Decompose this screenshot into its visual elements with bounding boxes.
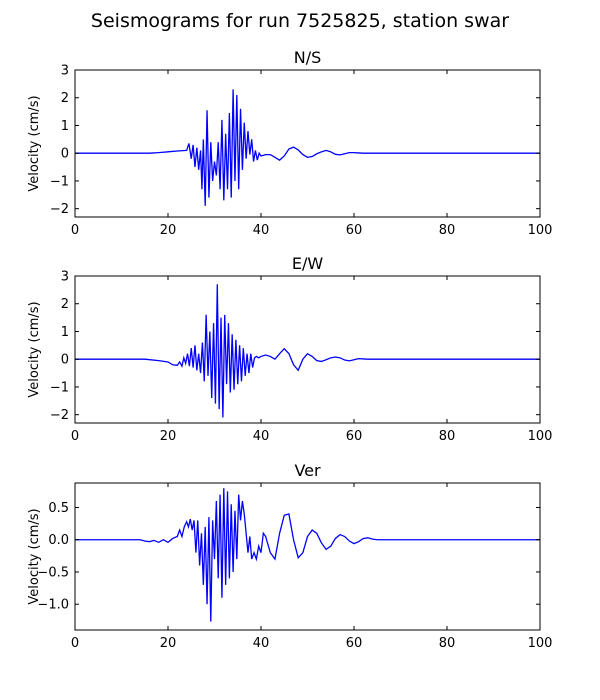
panel-title: N/S	[294, 48, 322, 67]
y-tick-label: −2	[50, 408, 69, 423]
x-tick-label: 0	[71, 223, 79, 238]
x-tick-label: 20	[160, 429, 177, 444]
chart-panel: Ver Velocity (cm/s) 0 20 40 60 80 100 −1.0 −0.5 0.…	[27, 461, 552, 651]
y-axis-label: Velocity (cm/s)	[27, 301, 42, 397]
x-tick-label: 100	[528, 636, 553, 651]
x-tick-label: 100	[528, 429, 553, 444]
series-line	[75, 89, 540, 206]
y-tick-label: −1.0	[37, 598, 69, 613]
y-tick-label: −1	[50, 380, 69, 395]
x-tick-label: 60	[346, 223, 363, 238]
y-tick-label: 1	[61, 119, 69, 134]
y-tick-label: 3	[61, 64, 69, 79]
y-tick-label: 1	[61, 325, 69, 340]
y-tick-label: 2	[61, 91, 69, 106]
x-tick-label: 60	[346, 636, 363, 651]
plot-frame	[74, 69, 541, 218]
y-tick-label: 2	[61, 297, 69, 312]
y-tick-label: −2	[50, 202, 69, 217]
x-tick-label: 40	[253, 636, 270, 651]
x-tick-label: 20	[160, 636, 177, 651]
y-tick-label: 0	[61, 353, 69, 368]
y-tick-label: −1	[50, 174, 69, 189]
figure-title: Seismograms for run 7525825, station swa…	[90, 10, 510, 32]
x-tick-label: 60	[346, 429, 363, 444]
y-tick-label: 0.0	[48, 533, 69, 548]
x-tick-label: 80	[439, 429, 456, 444]
x-tick-label: 0	[71, 636, 79, 651]
y-tick-label: −0.5	[37, 565, 69, 580]
x-tick-label: 100	[528, 223, 553, 238]
y-tick-label: 3	[61, 270, 69, 285]
x-tick-label: 40	[253, 223, 270, 238]
x-tick-label: 20	[160, 223, 177, 238]
x-tick-label: 40	[253, 429, 270, 444]
series-line	[75, 488, 540, 622]
chart-panel: N/S Velocity (cm/s) 0 20 40 60 80 100 −2 −1 0 1 2 3	[27, 48, 552, 238]
plot-frame	[74, 275, 541, 424]
y-axis-label: Velocity (cm/s)	[27, 95, 42, 191]
y-tick-label: 0	[61, 147, 69, 162]
x-tick-label: 80	[439, 223, 456, 238]
chart-panel: E/W Velocity (cm/s) 0 20 40 60 80 100 −2 −1 0 1 2 3	[27, 254, 552, 444]
x-tick-label: 0	[71, 429, 79, 444]
series-line	[75, 284, 540, 418]
panel-title: Ver	[294, 461, 321, 480]
plot-frame	[74, 482, 541, 631]
x-tick-label: 80	[439, 636, 456, 651]
panel-title: E/W	[292, 254, 324, 273]
y-tick-label: 0.5	[48, 501, 69, 516]
y-axis-label: Velocity (cm/s)	[27, 508, 42, 604]
